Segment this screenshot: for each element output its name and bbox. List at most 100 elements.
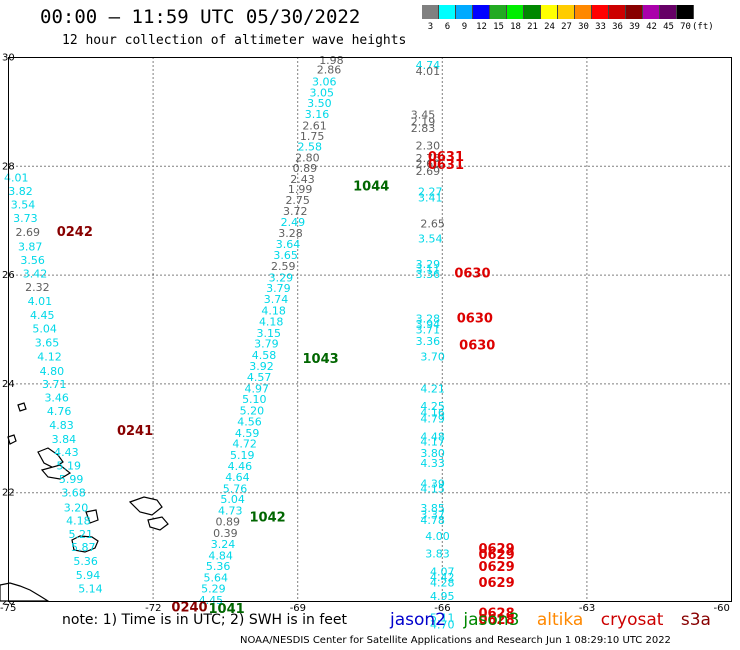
credit-line: NOAA/NESDIS Center for Satellite Applica…: [240, 635, 671, 646]
swh-value: 4.01: [4, 172, 29, 185]
swh-value: 4.76: [47, 405, 72, 418]
swh-value: 4.01: [416, 65, 441, 78]
scale-swatch: [439, 5, 456, 19]
swh-value: 2.80: [295, 152, 320, 165]
swh-value: 4.48: [420, 431, 445, 444]
swh-value: 4.17: [420, 436, 445, 449]
pass-time-label: 0629: [478, 542, 514, 557]
swh-value: 3.71: [416, 324, 441, 337]
island-small-2: [7, 434, 17, 445]
swh-value: 0.89: [293, 162, 318, 175]
swh-value: 3.46: [44, 392, 69, 405]
swh-value: 5.20: [240, 405, 265, 418]
swh-value: 3.28: [278, 227, 303, 240]
swh-value: 3.68: [61, 487, 86, 500]
swh-value: 4.12: [37, 351, 62, 364]
scale-label: 42: [646, 22, 657, 32]
scale-swatch: [660, 5, 677, 19]
swh-value: 2.60: [416, 158, 441, 171]
island-acklins: [40, 464, 72, 480]
swh-value: 0.39: [213, 527, 238, 540]
scale-label: 24: [544, 22, 555, 32]
swh-value: 4.39: [420, 477, 445, 490]
swh-value: 3.65: [273, 249, 298, 262]
map-title: 00:00 – 11:59 UTC 05/30/2022: [40, 6, 361, 28]
scale-label: 21: [527, 22, 538, 32]
swh-value: 3.72: [283, 205, 308, 218]
scale-label: 3: [427, 22, 434, 32]
island-small-3: [85, 509, 99, 524]
swh-value: 4.33: [420, 457, 445, 470]
swh-value: 3.15: [257, 327, 282, 340]
swh-value: 4.64: [225, 471, 250, 484]
swh-value: 2.49: [281, 216, 306, 229]
scale-swatch: [626, 5, 643, 19]
swh-value: 3.05: [310, 86, 335, 99]
swh-value: 5.64: [204, 572, 229, 585]
hispaniola-coast: [0, 582, 51, 602]
swh-value: 5.04: [220, 493, 245, 506]
swh-value: 5.36: [73, 555, 98, 568]
swh-value: 4.18: [259, 315, 284, 328]
scale-swatch: [524, 5, 541, 19]
scale-label: 27: [561, 22, 572, 32]
island-caicos: [147, 516, 169, 531]
swh-value: 3.70: [420, 351, 445, 364]
scale-label: 33: [595, 22, 606, 32]
wave-height-labels: 4.013.823.543.732.693.873.563.422.324.01…: [4, 54, 455, 631]
scale-label: 45: [663, 22, 674, 32]
pass-time-label: 0631: [428, 150, 464, 165]
swh-value: 3.28: [416, 313, 441, 326]
swh-value: 5.94: [76, 569, 101, 582]
swh-value: 3.64: [276, 238, 301, 251]
swh-value: 3.54: [11, 198, 36, 211]
swh-value: 4.00: [425, 530, 450, 543]
map-subtitle: 12 hour collection of altimeter wave hei…: [62, 33, 407, 48]
swh-value: 4.70: [430, 618, 455, 631]
swh-value: 4.43: [54, 446, 79, 459]
swh-value: 2.86: [317, 63, 342, 76]
swh-value: 2.27: [418, 185, 443, 198]
swh-value: 4.46: [228, 460, 253, 473]
pass-time-label: 0631: [428, 158, 464, 173]
swh-value: 4.73: [218, 505, 243, 518]
map-frame: [8, 57, 732, 602]
swh-value: 3.84: [52, 433, 77, 446]
swh-value: 1.75: [300, 130, 325, 143]
swh-value: 3.36: [416, 335, 441, 348]
scale-label: 30: [578, 22, 589, 32]
swh-value: 4.56: [237, 415, 262, 428]
scale-swatch: [507, 5, 524, 19]
swh-value: 3.83: [425, 548, 450, 561]
pass-time-label: 0629: [478, 560, 514, 575]
footnote: note: 1) Time is in UTC; 2) SWH is in fe…: [62, 612, 348, 628]
scale-unit: (ft): [692, 22, 714, 32]
legend-s3a: s3a: [680, 610, 711, 630]
legend-jason2: jason2: [390, 610, 446, 630]
swh-value: 1.99: [288, 183, 313, 196]
pass-time-label: 0629: [478, 548, 514, 563]
legend-altika: altika: [536, 610, 584, 630]
swh-value: 4.16: [420, 407, 445, 420]
swh-value: 5.99: [59, 473, 84, 486]
swh-value: 5.14: [78, 582, 103, 595]
swh-value: 5.87: [71, 541, 96, 554]
swh-value: 3.16: [305, 108, 330, 121]
lon-tick-label: -66: [434, 603, 450, 614]
scale-label: 6: [444, 22, 451, 32]
swh-value: 4.01: [28, 295, 53, 308]
swh-value: 3.73: [13, 212, 38, 225]
swh-value: 5.10: [242, 393, 267, 406]
swh-value: 3.65: [35, 337, 60, 350]
swh-value: 4.84: [208, 549, 233, 562]
lon-tick-label: -60: [714, 603, 730, 614]
swh-value: 3.37: [420, 508, 445, 521]
scale-swatch: [643, 5, 660, 19]
lon-tick-label: -69: [290, 603, 306, 614]
swh-value: 4.07: [430, 566, 455, 579]
swh-value: 2.75: [285, 194, 310, 207]
swh-value: 5.36: [206, 560, 231, 573]
swh-value: 2.43: [290, 173, 315, 186]
scale-label: 36: [612, 22, 623, 32]
